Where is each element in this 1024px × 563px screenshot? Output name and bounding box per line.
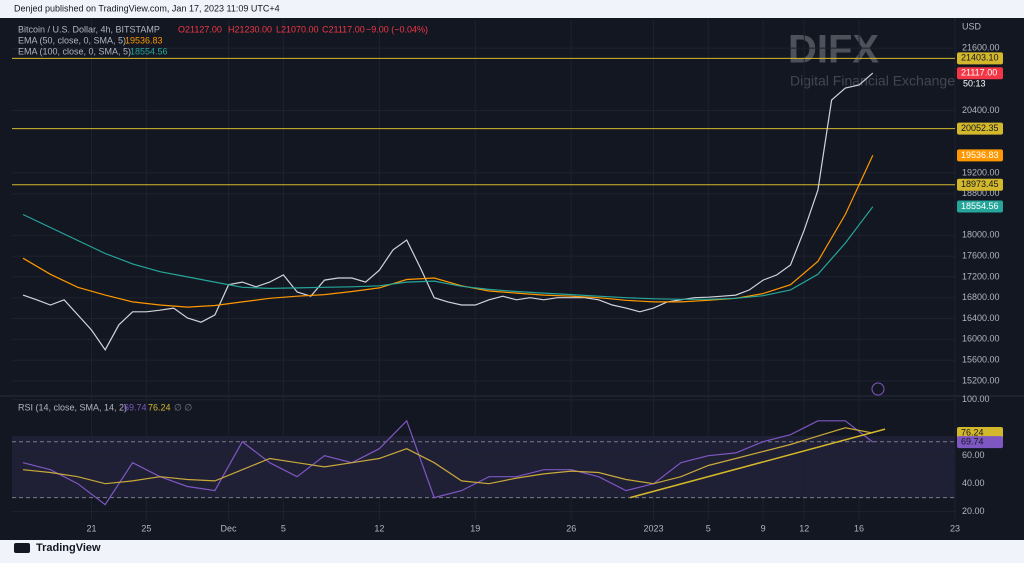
lightning-icon[interactable]	[871, 382, 885, 396]
ema50-value: 19536.83	[125, 35, 163, 45]
x-tick-label: 21	[86, 523, 96, 533]
series-line	[22, 206, 874, 300]
axis-tag-label: 18973.45	[961, 179, 999, 189]
chart-bg	[0, 18, 1024, 540]
axis-tag-label: 18554.56	[961, 201, 999, 211]
y-tick-label: 100.00	[962, 394, 990, 404]
countdown: 50:13	[963, 79, 986, 89]
x-tick-label: 9	[761, 523, 766, 533]
x-tick-label: 5	[281, 523, 286, 533]
y-tick-label: 60.00	[962, 450, 985, 460]
axis-tag	[957, 122, 1003, 135]
x-tick-label: 26	[566, 523, 576, 533]
hidden-icons: ∅ ∅	[174, 402, 192, 412]
symbol: Bitcoin / U.S. Dollar, 4h, BITSTAMP	[18, 24, 160, 34]
footer-logo	[14, 543, 30, 553]
y-tick-label: 17600.00	[962, 251, 1000, 261]
x-tick-label: 16	[854, 523, 864, 533]
y-tick-label: 16400.00	[962, 313, 1000, 323]
axis-tag-label: 69.74	[961, 436, 984, 446]
x-tick-label: 5	[706, 523, 711, 533]
x-tick-label: 23	[950, 523, 960, 533]
ohlc-h: H21230.00	[228, 24, 272, 34]
axis-tag	[957, 178, 1003, 191]
y-tick-label: 18000.00	[962, 230, 1000, 240]
rsi-band	[12, 436, 955, 498]
axis-tag	[957, 427, 1003, 440]
watermark-brand: DIFX	[788, 28, 879, 72]
series-line	[22, 72, 874, 351]
currency: USD	[962, 21, 982, 31]
rsi-value: 69.74	[124, 402, 147, 412]
series-line	[22, 427, 873, 485]
ema100-name: EMA (100, close, 0, SMA, 5)	[18, 46, 131, 56]
axis-tag	[957, 436, 1003, 449]
axis-tag	[957, 67, 1003, 80]
ema100-value: 18554.56	[130, 46, 168, 56]
rsi-title: RSI (14, close, SMA, 14, 2)	[18, 402, 127, 412]
x-tick-label: Dec	[221, 523, 238, 533]
ema50-name: EMA (50, close, 0, SMA, 5)	[18, 35, 126, 45]
footer-brand: TradingView	[36, 542, 101, 554]
axis-tag-label: 21117.00	[961, 68, 997, 78]
y-tick-label: 15600.00	[962, 355, 1000, 365]
x-tick-label: 12	[799, 523, 809, 533]
x-tick-label: 19	[470, 523, 480, 533]
y-tick-label: 18800.00	[962, 188, 1000, 198]
y-tick-label: 19200.00	[962, 167, 1000, 177]
axis-tag-label: 76.24	[961, 427, 984, 437]
y-tick-label: 16000.00	[962, 334, 1000, 344]
published: Denjed published on TradingView.com, Jan…	[14, 3, 280, 13]
ohlc-o: O21127.00	[178, 24, 222, 34]
x-tick-label: 2023	[643, 523, 663, 533]
axis-tag	[957, 52, 1003, 65]
y-tick-label: 21600.00	[962, 42, 1000, 52]
y-tick-label: 15200.00	[962, 375, 1000, 385]
ohlc-l: L21070.00	[276, 24, 319, 34]
legend: Bitcoin / U.S. Dollar, 4h, BITSTAMP O211…	[18, 24, 428, 412]
ohlc-c: C21117.00	[322, 24, 365, 34]
y-tick-label: 17200.00	[962, 271, 1000, 281]
x-tick-label: 12	[374, 523, 384, 533]
axis-tag-label: 21403.10	[961, 53, 999, 63]
axis-tag-label: 19536.83	[961, 150, 999, 160]
axis-tag-label: 20052.35	[961, 123, 999, 133]
axis-tag	[957, 149, 1003, 162]
ohlc-change: −9.00 (−0.04%)	[366, 24, 428, 34]
axis-tag	[957, 200, 1003, 213]
y-tick-label: 40.00	[962, 478, 985, 488]
x-tick-label: 25	[141, 523, 151, 533]
trendline	[629, 428, 886, 499]
rsi-ma-value: 76.24	[148, 402, 171, 412]
watermark-tagline: Digital Financial Exchange	[790, 73, 955, 89]
y-tick-label: 16800.00	[962, 292, 1000, 302]
y-tick-label: 20400.00	[962, 105, 1000, 115]
y-tick-label: 20.00	[962, 506, 985, 516]
series-line	[22, 419, 874, 506]
